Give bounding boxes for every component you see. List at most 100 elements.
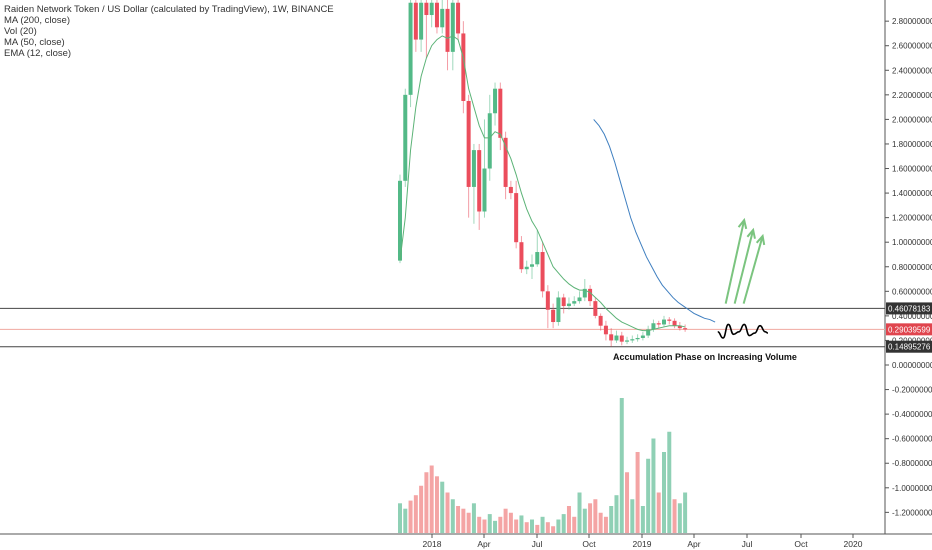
candle-body[interactable]: [498, 88, 503, 138]
candle-body[interactable]: [429, 2, 434, 16]
support-price-label: 0.14895276: [888, 343, 931, 352]
candle-body[interactable]: [450, 2, 455, 52]
candle-body[interactable]: [551, 309, 556, 323]
candle-body[interactable]: [625, 340, 630, 342]
candle-body[interactable]: [456, 2, 461, 34]
candle-body[interactable]: [577, 297, 582, 302]
y-tick-label: -0.20000000: [892, 386, 932, 395]
candle-body[interactable]: [524, 266, 529, 270]
volume-bar: [577, 492, 582, 533]
candle-body[interactable]: [477, 150, 482, 212]
candle-body[interactable]: [683, 328, 688, 330]
candle-body[interactable]: [662, 319, 666, 325]
candle-body[interactable]: [646, 329, 651, 336]
y-tick-label: -0.80000000: [892, 459, 932, 468]
candle-body[interactable]: [588, 288, 593, 302]
volume-bar: [461, 508, 466, 533]
volume-bar: [477, 516, 482, 533]
candle-body[interactable]: [434, 2, 439, 28]
legend-title[interactable]: Raiden Network Token / US Dollar (calcul…: [4, 4, 334, 15]
candle-body[interactable]: [487, 113, 492, 169]
legend-ma200[interactable]: MA (200, close): [4, 15, 70, 26]
volume-bar: [498, 516, 503, 533]
y-tick-label: 2.00000000: [892, 115, 932, 124]
candle-body[interactable]: [530, 264, 534, 267]
volume-bar: [456, 506, 461, 533]
candle-body[interactable]: [419, 2, 424, 40]
candle-body[interactable]: [514, 193, 519, 243]
candle-body[interactable]: [677, 325, 682, 329]
candle-body[interactable]: [593, 301, 598, 316]
volume-bar: [614, 495, 619, 533]
candle-body[interactable]: [445, 8, 450, 52]
y-tick-label: -1.20000000: [892, 508, 932, 517]
y-tick-label: -0.40000000: [892, 410, 932, 419]
volume-bar: [672, 499, 677, 533]
candle-body[interactable]: [540, 252, 545, 292]
volume-bar: [471, 503, 476, 533]
current-price-label-bg: [886, 323, 932, 336]
y-tick-label: 2.20000000: [892, 91, 932, 100]
volume-bar: [424, 472, 429, 533]
candle-body[interactable]: [582, 288, 587, 298]
volume-bar: [667, 431, 672, 533]
candle-body[interactable]: [493, 88, 498, 114]
annotation-label: Accumulation Phase on Increasing Volume: [613, 352, 797, 362]
volume-bar: [619, 398, 624, 533]
y-tick-label: 2.40000000: [892, 66, 932, 75]
volume-bar: [609, 506, 614, 533]
x-tick-label: Jul: [532, 539, 543, 549]
y-tick-label: 0.40000000: [892, 312, 932, 321]
candle-body[interactable]: [667, 319, 672, 321]
candle-body[interactable]: [672, 320, 677, 326]
x-tick-label: 2019: [633, 539, 652, 549]
candle-body[interactable]: [440, 8, 445, 28]
candle-body[interactable]: [614, 335, 619, 341]
candle-body[interactable]: [508, 186, 513, 194]
candle-body[interactable]: [482, 168, 487, 212]
volume-bar: [429, 465, 434, 533]
volume-bar: [487, 514, 492, 533]
volume-bar: [651, 438, 656, 533]
volume-bar: [572, 516, 577, 533]
candle-body[interactable]: [561, 297, 566, 307]
volume-bar: [519, 515, 524, 533]
candle-body[interactable]: [519, 242, 524, 270]
volume-bar: [482, 519, 487, 533]
bullish-arrowhead: [746, 227, 756, 239]
candle-body[interactable]: [466, 100, 471, 187]
candle-body[interactable]: [503, 137, 508, 187]
candle-body[interactable]: [398, 180, 402, 261]
candle-body[interactable]: [535, 252, 540, 265]
candle-body[interactable]: [609, 334, 614, 341]
candle-body[interactable]: [603, 325, 608, 335]
candle-body[interactable]: [461, 33, 466, 101]
candle-body[interactable]: [635, 337, 640, 340]
candle-body[interactable]: [598, 315, 603, 326]
candle-body[interactable]: [630, 339, 635, 341]
volume-bar: [535, 524, 540, 533]
volume-bar: [434, 476, 439, 533]
candle-body[interactable]: [471, 150, 476, 187]
candle-body[interactable]: [403, 94, 408, 181]
candle-body[interactable]: [572, 301, 577, 304]
candle-body[interactable]: [408, 2, 413, 95]
legend-ma50[interactable]: MA (50, close): [4, 37, 65, 48]
candle-body[interactable]: [424, 2, 429, 16]
candle-body[interactable]: [556, 297, 561, 323]
volume-bar: [588, 503, 593, 533]
x-tick-label: 2020: [844, 539, 863, 549]
candle-body[interactable]: [566, 303, 571, 307]
candle-body[interactable]: [640, 335, 645, 338]
candle-body[interactable]: [656, 323, 661, 325]
candle-body[interactable]: [619, 335, 624, 342]
candle-body[interactable]: [651, 323, 656, 330]
price-axis-bg: [885, 0, 932, 550]
legend-volume[interactable]: Vol (20): [4, 26, 37, 37]
candle-body[interactable]: [413, 2, 418, 40]
legend-ema12[interactable]: EMA (12, close): [4, 48, 72, 59]
volume-bar: [540, 516, 545, 533]
volume-bar: [493, 520, 498, 533]
candle-body[interactable]: [545, 291, 550, 310]
